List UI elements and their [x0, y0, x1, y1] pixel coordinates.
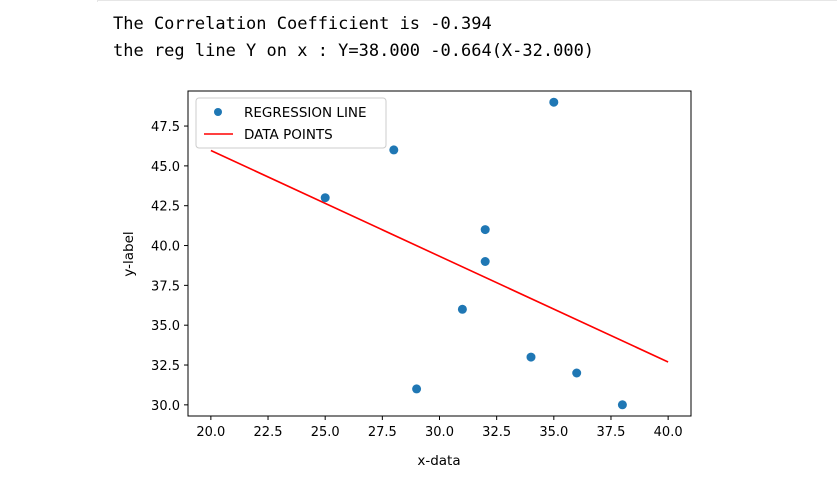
- legend-box: [195, 97, 387, 149]
- y-tick-label: 32.5: [151, 359, 180, 374]
- legend-label-line: DATA POINTS: [244, 127, 333, 143]
- y-tick-label: 45.0: [151, 160, 180, 175]
- y-tick-label: 40.0: [151, 240, 180, 255]
- scatter-point: [457, 304, 467, 314]
- cell-top-border: [97, 0, 837, 3]
- y-axis-label: y-label: [121, 231, 137, 276]
- scatter-point: [320, 193, 330, 203]
- scatter-point: [617, 400, 627, 410]
- scatter-point: [480, 225, 490, 235]
- cell-left-edge: [97, 0, 98, 2]
- scatter-point: [572, 368, 582, 378]
- legend: REGRESSION LINE DATA POINTS: [195, 97, 387, 149]
- x-tick-label: 35.0: [539, 425, 568, 440]
- x-axis-label: x-data: [417, 453, 460, 469]
- scatter-point: [389, 145, 399, 155]
- y-tick-label: 35.0: [151, 319, 180, 334]
- regression-line: [210, 149, 669, 363]
- x-tick-label: 32.5: [482, 425, 511, 440]
- x-tick-label: 30.0: [425, 425, 454, 440]
- scatter-point: [549, 97, 559, 107]
- legend-label-scatter: REGRESSION LINE: [244, 105, 367, 121]
- y-tick-label: 47.5: [151, 120, 180, 135]
- y-tick-label: 30.0: [151, 399, 180, 414]
- x-tick-label: 25.0: [311, 425, 340, 440]
- correlation-output-text: The Correlation Coefficient is -0.394: [113, 14, 492, 34]
- scatter-point: [526, 352, 536, 362]
- x-tick-label: 20.0: [196, 425, 225, 440]
- scatter-point: [480, 257, 490, 266]
- regression-equation-text: the reg line Y on x : Y=38.000 -0.664(X-…: [113, 41, 595, 61]
- plot-frame: [187, 90, 692, 417]
- x-tick-label: 40.0: [654, 425, 683, 440]
- x-tick-label: 22.5: [254, 425, 283, 440]
- x-tick-label: 37.5: [597, 425, 626, 440]
- y-tick-label: 37.5: [151, 279, 180, 294]
- y-tick-label: 42.5: [151, 200, 180, 215]
- scatter-point: [412, 384, 422, 394]
- legend-scatter-marker: [214, 108, 222, 116]
- x-tick-label: 27.5: [368, 425, 397, 440]
